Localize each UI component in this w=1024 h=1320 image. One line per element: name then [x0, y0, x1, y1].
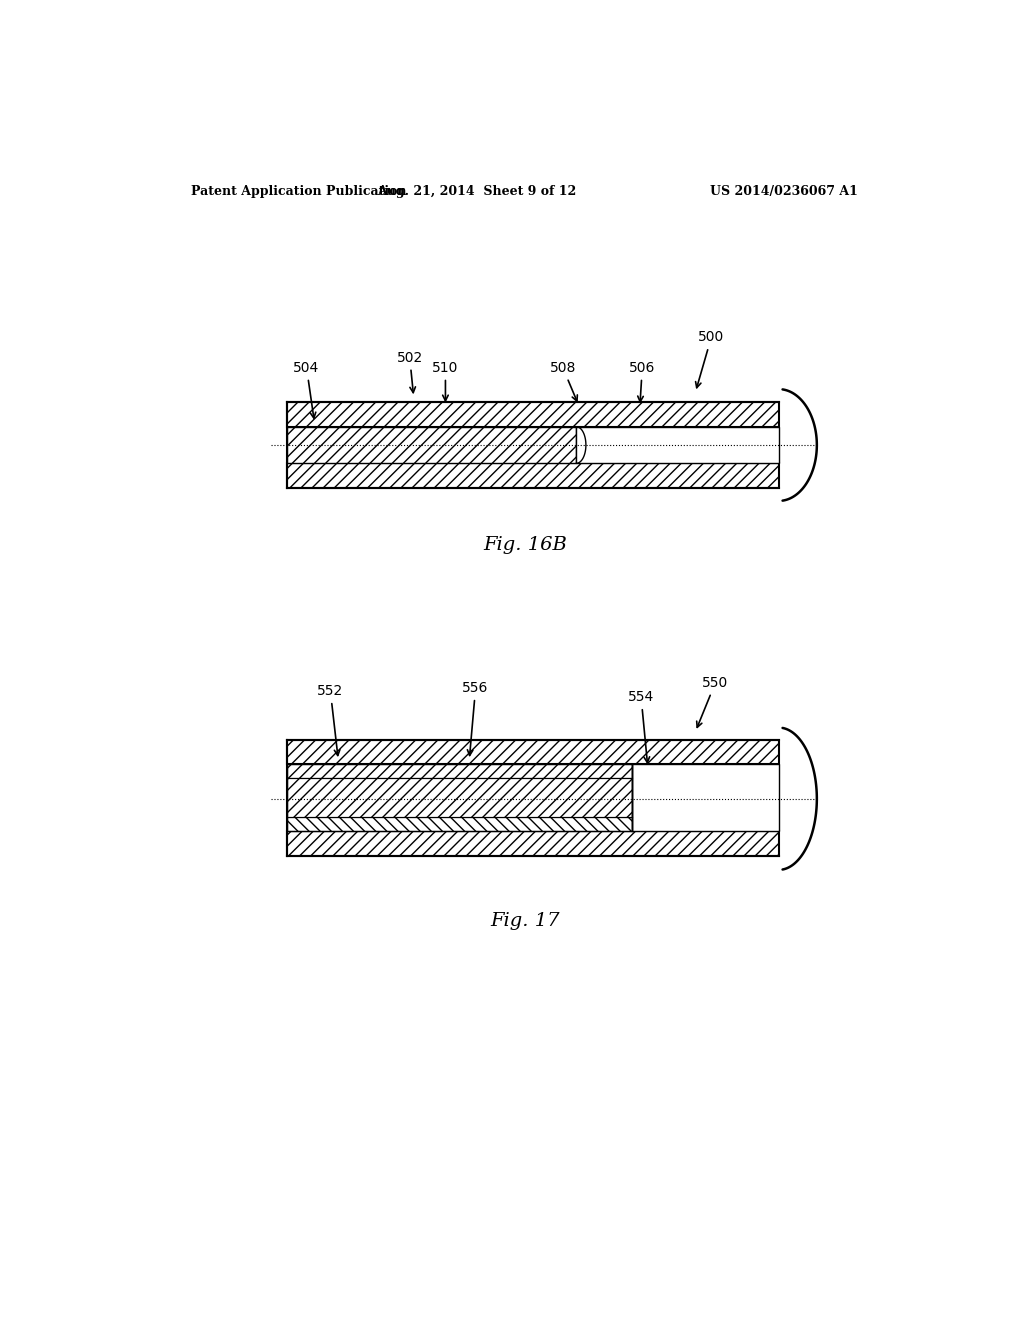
Text: 556: 556 [463, 681, 488, 755]
Text: 550: 550 [696, 676, 728, 727]
Text: Aug. 21, 2014  Sheet 9 of 12: Aug. 21, 2014 Sheet 9 of 12 [378, 185, 577, 198]
Bar [287, 832, 778, 855]
Bar [287, 764, 632, 832]
Text: 506: 506 [629, 360, 655, 401]
Text: 508: 508 [550, 360, 578, 401]
Bar [577, 426, 779, 463]
Bar [287, 426, 577, 463]
Bar [287, 463, 778, 487]
Text: 510: 510 [432, 360, 459, 401]
Bar [287, 403, 778, 426]
Bar [287, 817, 632, 832]
Bar [632, 764, 778, 832]
Bar [287, 739, 778, 764]
Text: Fig. 16B: Fig. 16B [483, 536, 566, 553]
Text: 554: 554 [628, 690, 654, 763]
Text: Patent Application Publication: Patent Application Publication [191, 185, 407, 198]
Bar [287, 764, 632, 779]
Bar [287, 779, 632, 817]
Text: 502: 502 [396, 351, 423, 392]
Text: US 2014/0236067 A1: US 2014/0236067 A1 [711, 185, 858, 198]
Text: 500: 500 [695, 330, 724, 388]
Text: 552: 552 [317, 684, 343, 755]
Text: 504: 504 [294, 360, 319, 418]
Text: Fig. 17: Fig. 17 [490, 912, 559, 929]
